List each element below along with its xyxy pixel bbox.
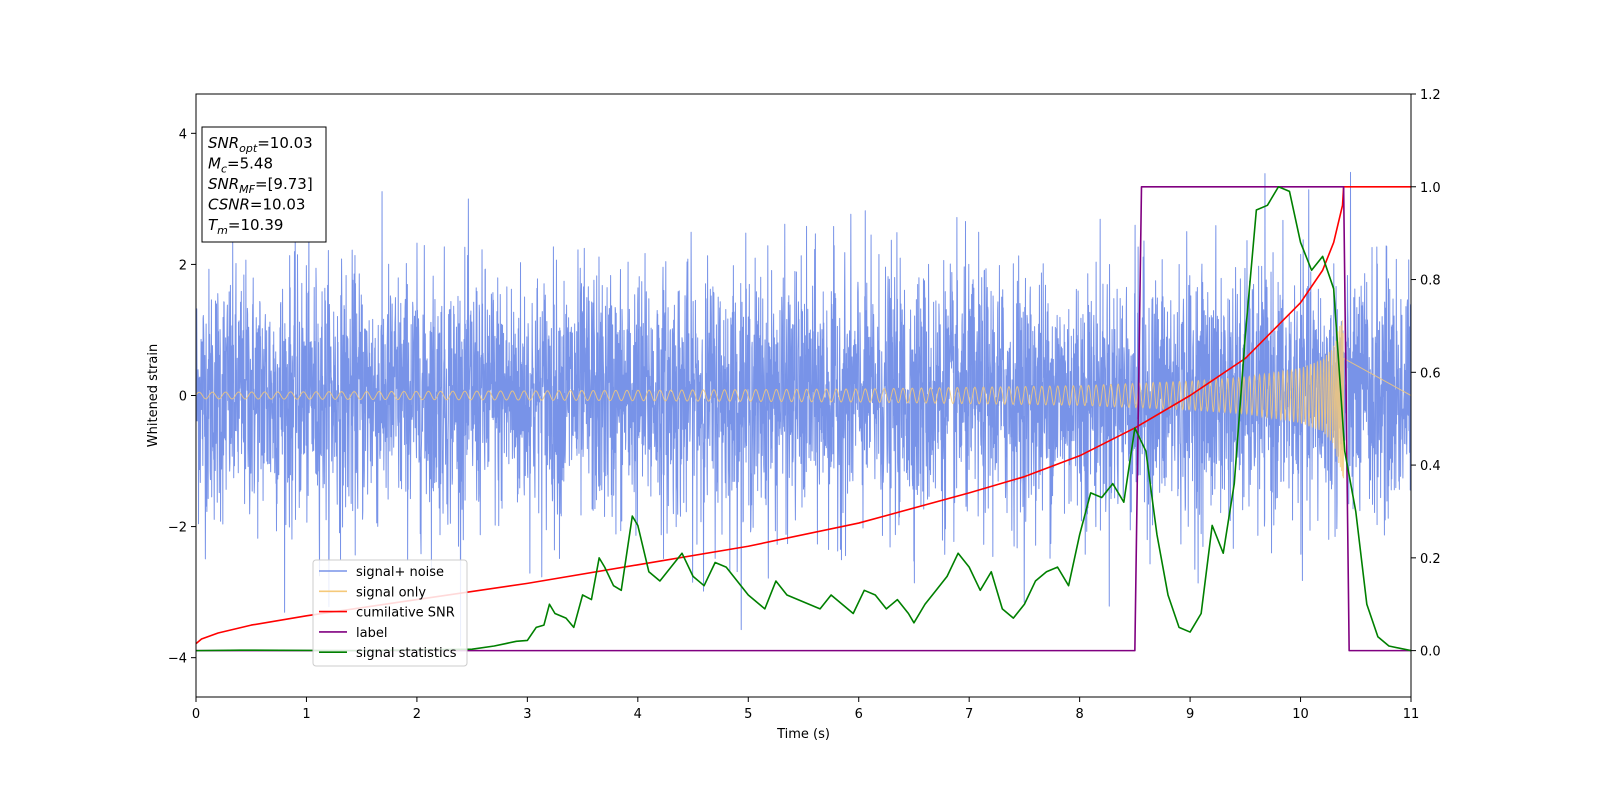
info-box-line: CSNR=10.03	[208, 196, 305, 214]
x-tick-label: 2	[413, 707, 421, 722]
y-right-tick-label: 0.0	[1420, 645, 1441, 660]
legend-item: signal only	[319, 585, 426, 600]
info-box-line: SNRMF=[9.73]	[208, 175, 313, 196]
x-tick-label: 7	[965, 707, 973, 722]
y-right-tick-label: 1.0	[1420, 181, 1441, 196]
y-right-tick-label: 0.2	[1420, 552, 1441, 567]
x-tick-label: 8	[1075, 707, 1083, 722]
plot-area	[196, 171, 1411, 652]
legend-item: label	[319, 626, 387, 641]
legend-item: signal+ noise	[319, 565, 444, 580]
y-tick-label: −2	[168, 521, 187, 536]
info-box-line: SNRopt=10.03	[208, 134, 313, 155]
y-axis-right: 0.0 0.2 0.4 0.6 0.8 1.0 1.2	[1411, 88, 1441, 660]
legend-label: signal only	[356, 585, 426, 600]
legend-label: signal+ noise	[356, 565, 444, 580]
info-box-line: Tm=10.39	[208, 216, 283, 237]
series-label	[196, 185, 1411, 652]
series-signal-statistics	[196, 185, 1411, 652]
x-tick-label: 0	[192, 707, 200, 722]
x-tick-label: 11	[1403, 707, 1420, 722]
series-signal-noise	[196, 171, 1411, 647]
legend-label: cumilative SNR	[356, 606, 455, 621]
series-line	[196, 185, 1411, 645]
y-tick-label: 2	[179, 258, 187, 273]
y-right-tick-label: 0.4	[1420, 459, 1441, 474]
series-line	[196, 320, 1411, 479]
series-cumilative-snr	[196, 185, 1411, 645]
y-tick-label: −4	[168, 652, 187, 667]
y-right-tick-label: 0.6	[1420, 366, 1441, 381]
series-line	[196, 185, 1411, 652]
info-box-line: Mc=5.48	[208, 155, 273, 176]
y-axis-left: −4 −2 0 2 4	[168, 127, 196, 667]
legend: signal+ noise signal only cumilative SNR la…	[312, 559, 468, 667]
y-tick-label: 0	[179, 390, 187, 405]
x-tick-label: 5	[744, 707, 752, 722]
x-axis-label: Time (s)	[776, 727, 830, 742]
x-tick-label: 9	[1186, 707, 1194, 722]
y-tick-label: 4	[179, 127, 187, 142]
x-tick-label: 3	[523, 707, 531, 722]
x-tick-label: 10	[1292, 707, 1309, 722]
series-signal-only	[196, 320, 1411, 479]
legend-item: cumilative SNR	[319, 606, 455, 621]
legend-item: signal statistics	[319, 646, 457, 661]
y-right-tick-label: 1.2	[1420, 88, 1441, 103]
x-tick-label: 6	[855, 707, 863, 722]
legend-label: label	[356, 626, 387, 641]
info-box: SNRopt=10.03Mc=5.48SNRMF=[9.73]CSNR=10.0…	[201, 126, 327, 243]
y-right-tick-label: 0.8	[1420, 274, 1441, 289]
series-line	[196, 171, 1411, 647]
x-tick-label: 4	[634, 707, 642, 722]
series-line	[196, 185, 1411, 652]
y-axis-label: Whitened strain	[146, 344, 161, 447]
x-axis: 0 1 2 3 4 5 6 7 8 9 10 11	[192, 697, 1419, 722]
legend-frame	[312, 559, 468, 667]
legend-label: signal statistics	[356, 646, 457, 661]
info-box-frame	[201, 126, 327, 243]
x-tick-label: 1	[302, 707, 310, 722]
